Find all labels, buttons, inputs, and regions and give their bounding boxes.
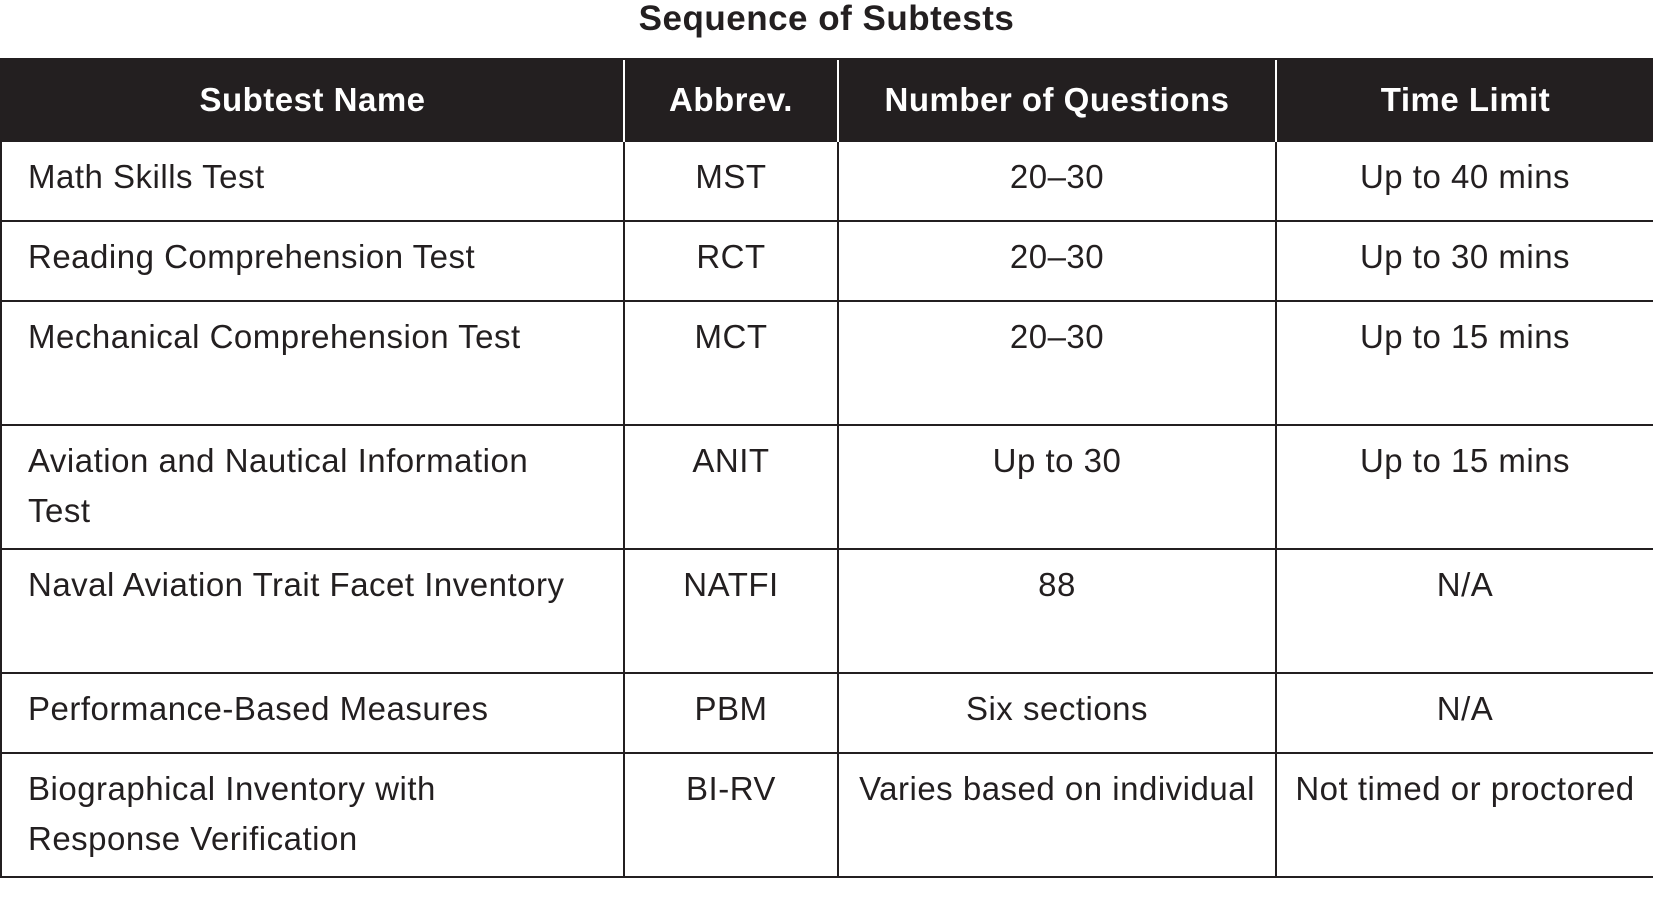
subtest-name-cell: Biographical Inventory with Response Ver…: [0, 752, 625, 878]
questions-cell: 20–30: [837, 140, 1277, 222]
abbrev-cell: RCT: [623, 220, 839, 302]
subtest-name-cell: Reading Comprehension Test: [0, 220, 625, 302]
table-row: Naval Aviation Trait Facet Inventory NAT…: [0, 548, 1653, 674]
table-row: Mechanical Comprehension Test MCT 20–30 …: [0, 300, 1653, 426]
questions-cell: 88: [837, 548, 1277, 674]
questions-cell: 20–30: [837, 300, 1277, 426]
table-row: Math Skills Test MST 20–30 Up to 40 mins: [0, 140, 1653, 222]
table-row: Aviation and Nautical Information Test A…: [0, 424, 1653, 550]
abbrev-cell: MCT: [623, 300, 839, 426]
abbrev-cell: MST: [623, 140, 839, 222]
time-limit-cell: Up to 15 mins: [1275, 424, 1653, 550]
time-limit-cell: Not timed or proctored: [1275, 752, 1653, 878]
subtests-table: Subtest Name Abbrev. Number of Questions…: [0, 58, 1653, 878]
header-row: Subtest Name Abbrev. Number of Questions…: [0, 58, 1653, 141]
table-row: Biographical Inventory with Response Ver…: [0, 752, 1653, 878]
header-subtest-name: Subtest Name: [0, 58, 624, 141]
subtest-name-cell: Naval Aviation Trait Facet Inventory: [0, 548, 625, 674]
time-limit-cell: Up to 30 mins: [1275, 220, 1653, 302]
subtest-name-cell: Performance-Based Measures: [0, 672, 625, 754]
header-time-limit: Time Limit: [1275, 58, 1653, 141]
subtest-name-cell: Math Skills Test: [0, 140, 625, 222]
abbrev-cell: BI-RV: [623, 752, 839, 878]
table-row: Reading Comprehension Test RCT 20–30 Up …: [0, 220, 1653, 302]
table-row: Performance-Based Measures PBM Six secti…: [0, 672, 1653, 754]
header-number-of-questions: Number of Questions: [837, 58, 1276, 141]
time-limit-cell: N/A: [1275, 548, 1653, 674]
time-limit-cell: Up to 40 mins: [1275, 140, 1653, 222]
questions-cell: Six sections: [837, 672, 1277, 754]
questions-cell: 20–30: [837, 220, 1277, 302]
time-limit-cell: Up to 15 mins: [1275, 300, 1653, 426]
header-abbrev: Abbrev.: [623, 58, 838, 141]
questions-cell: Up to 30: [837, 424, 1277, 550]
abbrev-cell: ANIT: [623, 424, 839, 550]
abbrev-cell: NATFI: [623, 548, 839, 674]
abbrev-cell: PBM: [623, 672, 839, 754]
subtest-name-cell: Aviation and Nautical Information Test: [0, 424, 625, 550]
table-title: Sequence of Subtests: [638, 0, 1015, 38]
time-limit-cell: N/A: [1275, 672, 1653, 754]
questions-cell: Varies based on individual: [837, 752, 1277, 878]
subtest-name-cell: Mechanical Comprehension Test: [0, 300, 625, 426]
